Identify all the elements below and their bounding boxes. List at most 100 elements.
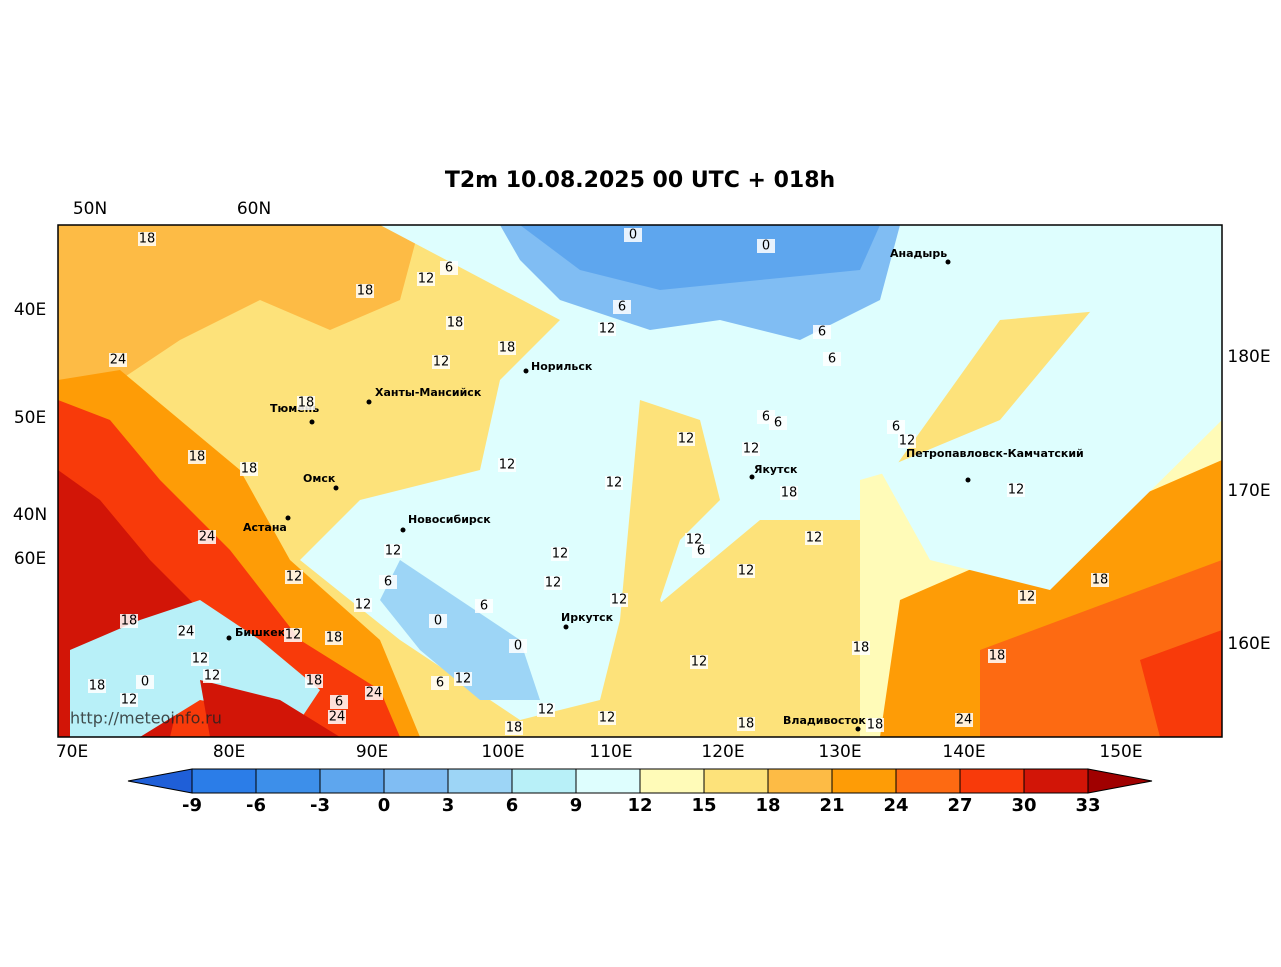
- contour-label: 12: [738, 564, 755, 579]
- lon-label: 80E: [213, 742, 245, 762]
- contour-label: 6: [445, 261, 453, 276]
- city-label: Якутск: [754, 463, 798, 476]
- contour-label-bg: [544, 576, 562, 590]
- contour-label-bg: [780, 486, 798, 500]
- contour-label: 18: [853, 641, 870, 656]
- contour-label-bg: [737, 564, 755, 578]
- contour-label: 18: [241, 462, 258, 477]
- colorbar-tick-label: 3: [442, 795, 455, 816]
- colorbar-tick-label: 27: [947, 795, 972, 816]
- contour-label-bg: [955, 713, 973, 727]
- city-label: Владивосток: [783, 714, 866, 727]
- contour-label: 6: [762, 410, 770, 425]
- contour-label-bg: [805, 531, 823, 545]
- contour-label: 6: [892, 420, 900, 435]
- contour-label-bg: [297, 396, 315, 410]
- contour-label: 6: [384, 575, 392, 590]
- contour-label-bg: [1091, 573, 1109, 587]
- contour-label-bg: [610, 593, 628, 607]
- contour-label-bg: [498, 341, 516, 355]
- contour-label: 18: [306, 674, 323, 689]
- contour-label-bg: [384, 544, 402, 558]
- colorbar-tick-label: 33: [1075, 795, 1100, 816]
- contour-label-bg: [505, 721, 523, 735]
- lon-label: 60E: [14, 549, 46, 569]
- lon-label: 160E: [1227, 634, 1270, 654]
- colorbar-tick-label: -6: [246, 795, 266, 816]
- contour-label-bg: [988, 649, 1006, 663]
- contour-label: 0: [514, 639, 522, 654]
- colorbar-under: [127, 768, 193, 794]
- contour-label-bg: [613, 300, 631, 314]
- contour-label-bg: [624, 228, 642, 242]
- contour-label-bg: [330, 695, 348, 709]
- contour-label-bg: [240, 462, 258, 476]
- colorbar-segment: [703, 768, 769, 794]
- contour-label-bg: [598, 711, 616, 725]
- colorbar-segment: [767, 768, 833, 794]
- contour-label-bg: [109, 353, 127, 367]
- contour-label: 18: [506, 721, 523, 736]
- contour-label-bg: [537, 703, 555, 717]
- contour-label: 24: [956, 713, 973, 728]
- contour-label-bg: [177, 625, 195, 639]
- contour-label-bg: [440, 261, 458, 275]
- contour-label-bg: [1007, 483, 1025, 497]
- contour-label: 12: [192, 652, 209, 667]
- city-label: Анадырь: [890, 247, 947, 260]
- lon-label: 120E: [701, 742, 744, 762]
- contour-label-bg: [356, 284, 374, 298]
- contour-label: 12: [899, 434, 916, 449]
- lon-label: 40E: [14, 300, 46, 320]
- colorbar-tick-label: 15: [691, 795, 716, 816]
- watermark: http://meteoinfo.ru: [70, 709, 222, 728]
- contour-label-bg: [203, 669, 221, 683]
- contour-label: 12: [686, 533, 703, 548]
- contour-label-bg: [285, 570, 303, 584]
- lon-label: 180E: [1227, 347, 1270, 367]
- contour-label: 18: [357, 284, 374, 299]
- colorbar-segment: [319, 768, 385, 794]
- contour-label-bg: [551, 547, 569, 561]
- contour-label-bg: [866, 718, 884, 732]
- contour-label: 0: [141, 675, 149, 690]
- contour-label: 12: [355, 598, 372, 613]
- contour-label: 18: [989, 649, 1006, 664]
- city-label: Новосибирск: [408, 513, 491, 526]
- city-dot: [285, 515, 291, 521]
- city-dot: [965, 477, 971, 483]
- city-label: Омск: [303, 472, 336, 485]
- colorbar-over: [1087, 768, 1153, 794]
- city-dot: [563, 624, 569, 630]
- colorbar-tick-label: -3: [310, 795, 330, 816]
- contour-label: 6: [697, 544, 705, 559]
- contour-label-bg: [823, 352, 841, 366]
- lon-label: 40N: [13, 505, 47, 525]
- city-dot: [855, 726, 861, 732]
- lon-label: 110E: [589, 742, 632, 762]
- contour-label: 18: [447, 316, 464, 331]
- map-title: T2m 10.08.2025 00 UTC + 018h: [445, 168, 835, 193]
- colorbar-segment: [1023, 768, 1089, 794]
- city-label: Норильск: [531, 360, 593, 373]
- contour-label: 12: [1008, 483, 1025, 498]
- contour-label-bg: [328, 710, 346, 724]
- contour-label: 18: [781, 486, 798, 501]
- contour-label-bg: [737, 717, 755, 731]
- contour-label-bg: [138, 232, 156, 246]
- colorbar-segment: [511, 768, 577, 794]
- contour-label-bg: [898, 434, 916, 448]
- city-dot: [366, 399, 372, 405]
- contour-label: 12: [806, 531, 823, 546]
- contour-label: 12: [418, 272, 435, 287]
- lon-label: 130E: [818, 742, 861, 762]
- contour-label: 12: [1019, 590, 1036, 605]
- contour-label-bg: [446, 316, 464, 330]
- colorbar-tick-label: 6: [506, 795, 519, 816]
- contour-label-bg: [198, 530, 216, 544]
- contour-label-bg: [509, 639, 527, 653]
- city-label: Петропавловск-Камчатский: [906, 447, 1084, 460]
- contour-label: 12: [433, 355, 450, 370]
- contour-label-bg: [305, 674, 323, 688]
